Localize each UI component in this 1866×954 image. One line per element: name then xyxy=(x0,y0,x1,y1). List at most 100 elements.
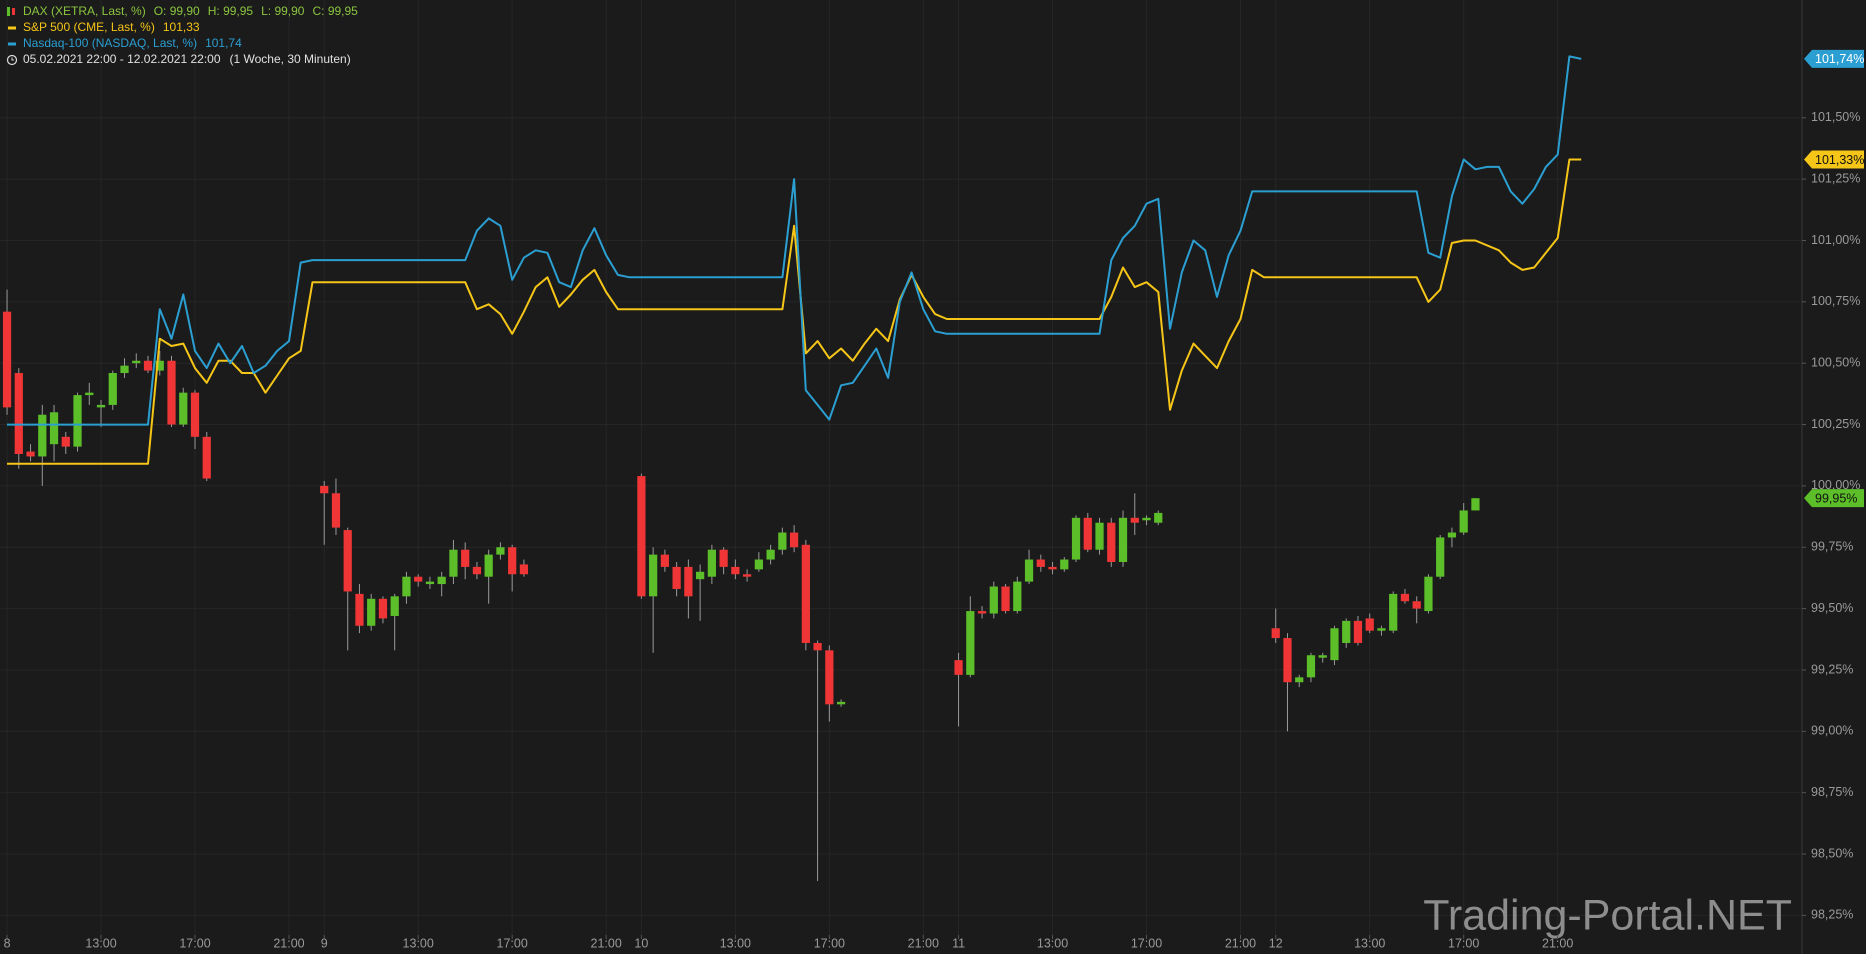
x-tick-label: 12 xyxy=(1269,936,1283,950)
candle-body xyxy=(766,549,775,560)
y-tick-label: 101,00% xyxy=(1811,233,1860,247)
legend-icon xyxy=(7,7,10,16)
y-tick-label: 99,75% xyxy=(1811,540,1853,554)
x-tick-label: 21:00 xyxy=(908,936,939,950)
candle-body xyxy=(1060,559,1069,570)
candle-body xyxy=(731,566,740,575)
candle-body xyxy=(989,586,998,614)
candle-body xyxy=(449,549,458,577)
candle-body xyxy=(26,451,35,457)
candle-body xyxy=(1436,537,1445,577)
price-tag xyxy=(1804,49,1864,68)
y-tick-label: 100,00% xyxy=(1811,478,1860,492)
x-tick-label: 17:00 xyxy=(1131,936,1162,950)
candle-body xyxy=(202,436,211,479)
y-tick-label: 98,75% xyxy=(1811,785,1853,799)
legend-value: H: 99,95 xyxy=(208,4,254,18)
candle-body xyxy=(637,476,646,597)
candle-body xyxy=(1400,593,1410,602)
price-tag xyxy=(1804,489,1864,508)
x-tick-label: 13:00 xyxy=(403,936,434,950)
legend-value: L: 99,90 xyxy=(261,4,305,18)
legend: DAX (XETRA, Last, %) O: 99,90 H: 99,95 L: 9… xyxy=(6,4,358,66)
legend-icon xyxy=(12,8,15,15)
x-tick-label: 21:00 xyxy=(1225,936,1256,950)
candle-body xyxy=(331,493,341,528)
grid xyxy=(0,0,1802,935)
candle-body xyxy=(1095,522,1104,550)
candle-body xyxy=(789,532,799,548)
x-tick-label: 11 xyxy=(952,936,965,950)
candle-body xyxy=(1318,655,1327,658)
line-series xyxy=(7,55,1582,426)
x-tick-label: 8 xyxy=(4,936,11,950)
candle-body xyxy=(132,360,141,364)
y-tick-label: 99,00% xyxy=(1811,724,1853,738)
price-tag-label: 101,33% xyxy=(1815,153,1864,167)
legend-icon xyxy=(8,42,16,46)
candle-body xyxy=(378,598,388,619)
candle-body xyxy=(519,564,529,575)
legend-value: O: 99,90 xyxy=(154,4,200,18)
candle-body xyxy=(320,485,329,494)
candles xyxy=(2,289,1480,882)
candle-body xyxy=(778,532,787,550)
candle-body xyxy=(425,581,435,585)
candle-body xyxy=(1424,576,1433,612)
candle-body xyxy=(1013,581,1022,612)
candle-body xyxy=(390,596,399,616)
legend-icon xyxy=(8,26,16,30)
price-tag-label: 99,95% xyxy=(1815,491,1857,505)
y-tick-label: 98,25% xyxy=(1811,908,1853,922)
x-tick-label: 17:00 xyxy=(814,936,845,950)
candle-body xyxy=(1083,517,1092,550)
candle-body xyxy=(1036,559,1045,567)
candle-body xyxy=(707,549,716,577)
y-tick-label: 101,50% xyxy=(1811,110,1860,124)
candle-body xyxy=(1024,559,1034,582)
x-tick-label: 17:00 xyxy=(497,936,528,950)
x-tick-label: 13:00 xyxy=(85,936,116,950)
candle-body xyxy=(96,404,106,408)
candle-body xyxy=(754,559,763,570)
resolution: (1 Woche, 30 Minuten) xyxy=(230,52,351,66)
candle-body xyxy=(1389,593,1398,631)
clock-hand xyxy=(11,57,14,61)
line-series xyxy=(7,158,1582,465)
candle-body xyxy=(813,642,822,651)
candle-body xyxy=(1154,512,1163,523)
candle-body xyxy=(954,660,963,675)
candle-body xyxy=(472,566,482,575)
candle-body xyxy=(1342,620,1351,643)
candle-body xyxy=(1353,620,1363,643)
candle-body xyxy=(190,392,200,437)
candle-body xyxy=(719,549,728,567)
x-tick-label: 10 xyxy=(634,936,648,950)
watermark: Trading-Portal.NET xyxy=(1423,891,1792,939)
candle-body xyxy=(461,549,470,567)
candle-body xyxy=(61,436,70,447)
candle-body xyxy=(402,576,411,597)
candle-body xyxy=(1107,522,1116,562)
candle-body xyxy=(977,611,987,614)
candle-body xyxy=(672,566,681,589)
candle-body xyxy=(1142,517,1151,521)
x-tick-label: 21:00 xyxy=(591,936,622,950)
candle-body xyxy=(120,365,129,374)
candle-body xyxy=(167,360,176,425)
candle-body xyxy=(836,701,846,705)
candle-body xyxy=(1071,517,1081,560)
legend-value: 101,74 xyxy=(205,36,242,50)
period: 05.02.2021 22:00 - 12.02.2021 22:00 xyxy=(23,52,221,66)
candle-body xyxy=(1459,510,1468,533)
x-tick-label: 21:00 xyxy=(273,936,304,950)
candle-body xyxy=(1412,601,1421,609)
x-tick-label: 13:00 xyxy=(720,936,751,950)
y-tick-label: 101,25% xyxy=(1811,171,1860,185)
candle-body xyxy=(1295,677,1304,683)
candle-body xyxy=(73,395,82,447)
price-tag xyxy=(1804,150,1864,169)
candle-body xyxy=(1447,532,1457,538)
